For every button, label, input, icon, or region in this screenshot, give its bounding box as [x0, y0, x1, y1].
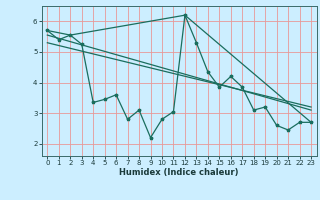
X-axis label: Humidex (Indice chaleur): Humidex (Indice chaleur) — [119, 168, 239, 177]
